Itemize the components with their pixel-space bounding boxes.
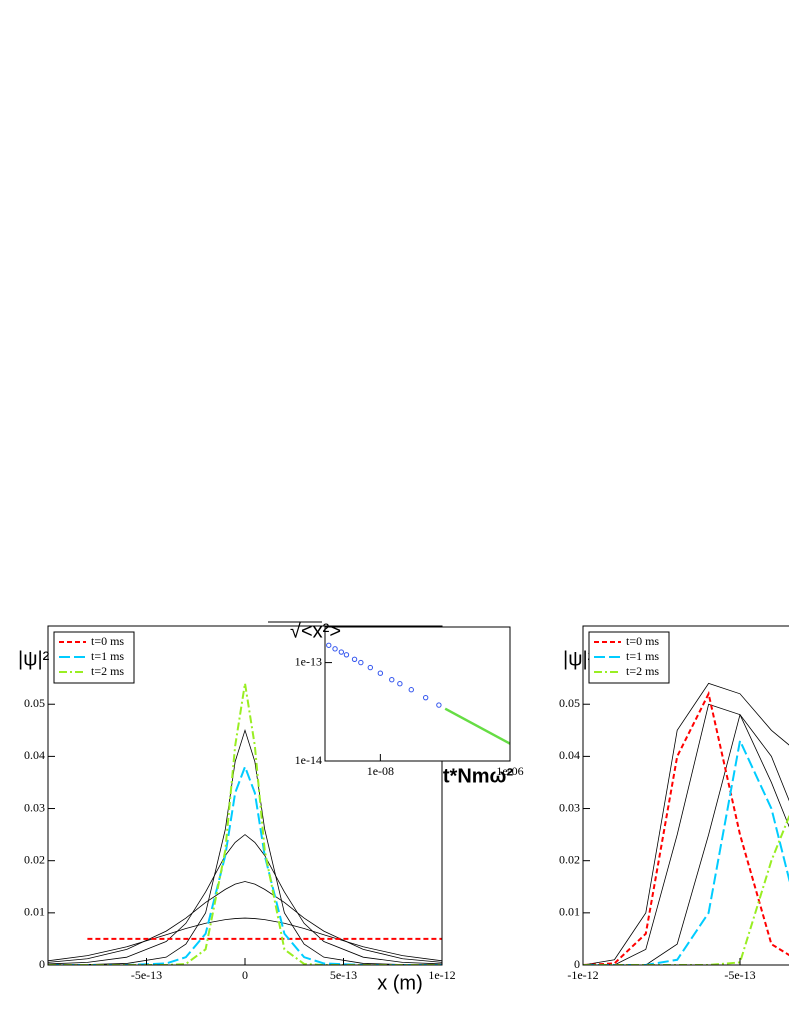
marker — [338, 649, 345, 655]
y-tick-label: 0 — [39, 957, 45, 971]
series-line — [583, 703, 789, 965]
marker — [367, 664, 374, 671]
plot-area — [583, 682, 789, 965]
x-axis-label: t*Nmω² — [443, 765, 514, 787]
marker — [389, 677, 395, 683]
chart: 0 0.01 0.02 0.03 0.04 0.05 -1e-12 -5e-13 |ψ|² t=0… — [559, 625, 789, 982]
legend-label: t=1 ms — [91, 649, 124, 663]
y-tick-label: 0.02 — [24, 852, 45, 866]
marker — [351, 656, 358, 663]
x-tick-label: 1e-12 — [428, 968, 455, 982]
series-line — [48, 881, 442, 963]
plot-frame — [582, 625, 789, 966]
x-tick-label: -1e-12 — [567, 968, 598, 982]
series-line — [583, 814, 789, 965]
x-axis-label: x (m) — [377, 972, 423, 994]
y-tick-label: 1e-13 — [295, 654, 322, 668]
legend-label: t=1 ms — [626, 649, 659, 663]
marker — [397, 681, 403, 687]
plot-frame — [324, 626, 511, 762]
y-tick-label: 0.05 — [24, 696, 45, 710]
x-tick-label: 1e-08 — [367, 764, 394, 778]
legend-label: t=2 ms — [91, 664, 124, 678]
marker — [422, 694, 429, 701]
series-line — [48, 834, 442, 965]
plot-area — [326, 642, 510, 745]
x-tick-label: 0 — [242, 968, 248, 982]
x-tick-label: -5e-13 — [131, 968, 162, 982]
chart: 0 0.01 0.02 0.03 0.04 0.05 -5e-13 0 5e-13 1e-12 |ψ… — [18, 625, 456, 994]
inset-background — [325, 627, 510, 761]
y-tick-label: 1e-14 — [295, 753, 322, 767]
marker — [408, 687, 414, 693]
plot-area — [48, 683, 442, 965]
series-line — [583, 690, 789, 965]
y-tick-label: 0.05 — [559, 696, 580, 710]
y-tick-label: 0.03 — [24, 800, 45, 814]
chart: 1e-14 1e-13 1e-08 1e-06 √<x²> t*Nmω² — [268, 620, 524, 787]
series-line — [583, 737, 789, 965]
y-axis-label: |ψ|² — [563, 648, 595, 670]
series-line — [583, 713, 789, 965]
y-axis-label: |ψ|² — [18, 648, 50, 670]
x-tick-label: -5e-13 — [724, 968, 755, 982]
marker — [358, 659, 364, 666]
marker — [343, 652, 350, 658]
marker — [332, 646, 338, 652]
series-line — [583, 682, 789, 965]
y-tick-label: 0.01 — [559, 905, 580, 919]
y-tick-label: 0.04 — [24, 748, 45, 762]
y-axis-label: √<x²> — [290, 620, 341, 642]
marker — [436, 702, 442, 708]
legend-label: t=0 ms — [626, 634, 659, 648]
y-tick-label: 0.01 — [24, 905, 45, 919]
y-tick-label: 0.02 — [559, 852, 580, 866]
marker — [326, 642, 332, 648]
x-tick-label: 5e-13 — [330, 968, 357, 982]
legend-label: t=2 ms — [626, 664, 659, 678]
series-line — [444, 707, 510, 745]
x-tick-label: 1e-06 — [496, 764, 523, 778]
y-tick-label: 0.04 — [559, 748, 580, 762]
marker — [377, 670, 384, 676]
y-tick-label: 0 — [574, 957, 580, 971]
series-line — [48, 728, 442, 965]
y-tick-label: 0.03 — [559, 800, 580, 814]
legend-label: t=0 ms — [91, 634, 124, 648]
series-line — [48, 763, 442, 965]
